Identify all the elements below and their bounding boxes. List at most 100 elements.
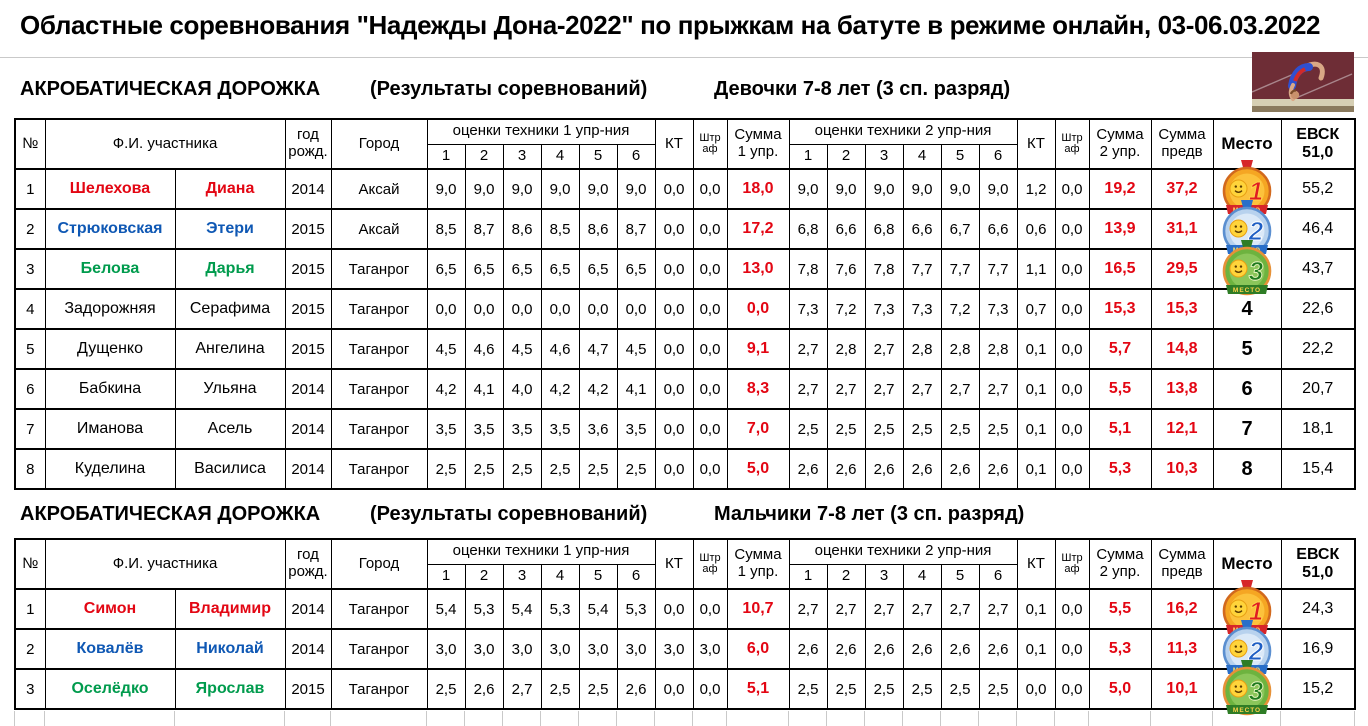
medal-2-icon: 2 МЕСТО	[1222, 200, 1272, 256]
score-ex2: 2,6	[978, 628, 1018, 670]
table-row: 4 Задорожняя Серафима 2015 Таганрог 0,0 0,…	[14, 288, 1356, 330]
sum1-value: 17,2	[726, 208, 790, 250]
participant-firstname: Этери	[174, 208, 286, 250]
table-row: 5 Дущенко Ангелина 2015 Таганрог 4,5 4,6 4,…	[14, 328, 1356, 370]
row-number: 5	[14, 328, 46, 370]
city: Таганрог	[330, 368, 428, 410]
col-header-penalty2: Штр аф	[1054, 538, 1090, 590]
kt1-value: 0,0	[654, 448, 694, 490]
score-ex2: 2,5	[788, 668, 828, 710]
judge-number-header-ex1: 6	[616, 563, 656, 590]
sum-prelim-value: 31,1	[1150, 208, 1214, 250]
score-ex1: 9,0	[616, 168, 656, 210]
sum-prelim-value: 37,2	[1150, 168, 1214, 210]
kt2-value: 0,1	[1016, 368, 1056, 410]
participant-firstname: Асель	[174, 408, 286, 450]
score-ex1: 0,0	[502, 288, 542, 330]
col-header-sum-prelim: Сумма предв	[1150, 538, 1214, 590]
penalty2-value: 0,0	[1054, 288, 1090, 330]
score-ex1: 3,0	[426, 628, 466, 670]
score-ex2: 2,7	[826, 588, 866, 630]
participant-firstname: Ангелина	[174, 328, 286, 370]
judge-number-header-ex2: 4	[902, 563, 942, 590]
place-cell: 6	[1212, 368, 1282, 410]
score-ex2: 7,8	[864, 248, 904, 290]
svg-text:1: 1	[1249, 176, 1263, 206]
score-ex2: 7,3	[788, 288, 828, 330]
table-row: 3 Белова Дарья 2015 Таганрог 6,5 6,5 6,5 6,5…	[14, 240, 1356, 296]
score-ex2: 7,3	[978, 288, 1018, 330]
score-ex1: 6,5	[502, 248, 542, 290]
score-ex2: 2,5	[826, 668, 866, 710]
divider-line	[0, 57, 1368, 58]
kt1-value: 0,0	[654, 668, 694, 710]
judge-number-header-ex2: 1	[788, 563, 828, 590]
sum1-value: 8,3	[726, 368, 790, 410]
judge-number-header-ex2: 5	[940, 563, 980, 590]
score-ex2: 9,0	[864, 168, 904, 210]
penalty1-value: 0,0	[692, 588, 728, 630]
sum2-value: 15,3	[1088, 288, 1152, 330]
score-ex1: 3,6	[578, 408, 618, 450]
penalty2-value: 0,0	[1054, 408, 1090, 450]
table-row: 2 Ковалёв Николай 2014 Таганрог 3,0 3,0 3,0…	[14, 620, 1356, 676]
sum1-value: 5,0	[726, 448, 790, 490]
row-number: 3	[14, 248, 46, 290]
penalty2-value: 0,0	[1054, 448, 1090, 490]
col-header-number: №	[14, 538, 46, 590]
participant-firstname: Владимир	[174, 588, 286, 630]
kt2-value: 1,1	[1016, 248, 1056, 290]
kt2-value: 0,1	[1016, 408, 1056, 450]
score-ex2: 2,7	[788, 328, 828, 370]
sum2-value: 5,3	[1088, 448, 1152, 490]
score-ex2: 2,7	[788, 368, 828, 410]
score-ex1: 4,1	[464, 368, 504, 410]
score-ex2: 7,8	[788, 248, 828, 290]
sum-prelim-value: 29,5	[1150, 248, 1214, 290]
score-ex1: 3,0	[540, 628, 580, 670]
score-ex2: 9,0	[826, 168, 866, 210]
score-ex1: 3,5	[502, 408, 542, 450]
results-label: (Результаты соревнований)	[370, 78, 648, 100]
score-ex2: 7,2	[826, 288, 866, 330]
evsk-value: 15,4	[1280, 448, 1356, 490]
participant-firstname: Серафима	[174, 288, 286, 330]
row-number: 1	[14, 168, 46, 210]
score-ex1: 4,5	[426, 328, 466, 370]
penalty1-value: 0,0	[692, 408, 728, 450]
sum-prelim-value: 13,8	[1150, 368, 1214, 410]
score-ex2: 6,8	[788, 208, 828, 250]
score-ex2: 2,5	[788, 408, 828, 450]
score-ex1: 5,4	[502, 588, 542, 630]
sum2-value: 13,9	[1088, 208, 1152, 250]
score-ex2: 2,6	[826, 628, 866, 670]
kt1-value: 0,0	[654, 208, 694, 250]
score-ex2: 2,6	[940, 448, 980, 490]
row-number: 7	[14, 408, 46, 450]
sum1-value: 18,0	[726, 168, 790, 210]
place-cell: 8	[1212, 448, 1282, 490]
score-ex2: 2,6	[940, 628, 980, 670]
sum2-value: 5,5	[1088, 368, 1152, 410]
participant-surname: Белова	[44, 248, 176, 290]
score-ex2: 2,7	[902, 368, 942, 410]
kt2-value: 0,1	[1016, 448, 1056, 490]
score-ex1: 8,6	[502, 208, 542, 250]
score-ex1: 9,0	[426, 168, 466, 210]
score-ex2: 2,5	[978, 408, 1018, 450]
score-ex2: 9,0	[788, 168, 828, 210]
kt1-value: 0,0	[654, 588, 694, 630]
sum-prelim-value: 12,1	[1150, 408, 1214, 450]
category-label: Мальчики 7-8 лет (3 сп. разряд)	[714, 503, 1025, 525]
score-ex1: 6,5	[426, 248, 466, 290]
medal-3-icon: 3 МЕСТО	[1222, 240, 1272, 296]
evsk-value: 46,4	[1280, 208, 1356, 250]
place-cell: 2 МЕСТО	[1212, 200, 1282, 256]
row-number: 4	[14, 288, 46, 330]
score-ex1: 4,2	[426, 368, 466, 410]
score-ex1: 2,5	[540, 448, 580, 490]
score-ex1: 2,5	[426, 448, 466, 490]
score-ex1: 5,3	[616, 588, 656, 630]
birth-year: 2014	[284, 168, 332, 210]
kt2-value: 0,7	[1016, 288, 1056, 330]
